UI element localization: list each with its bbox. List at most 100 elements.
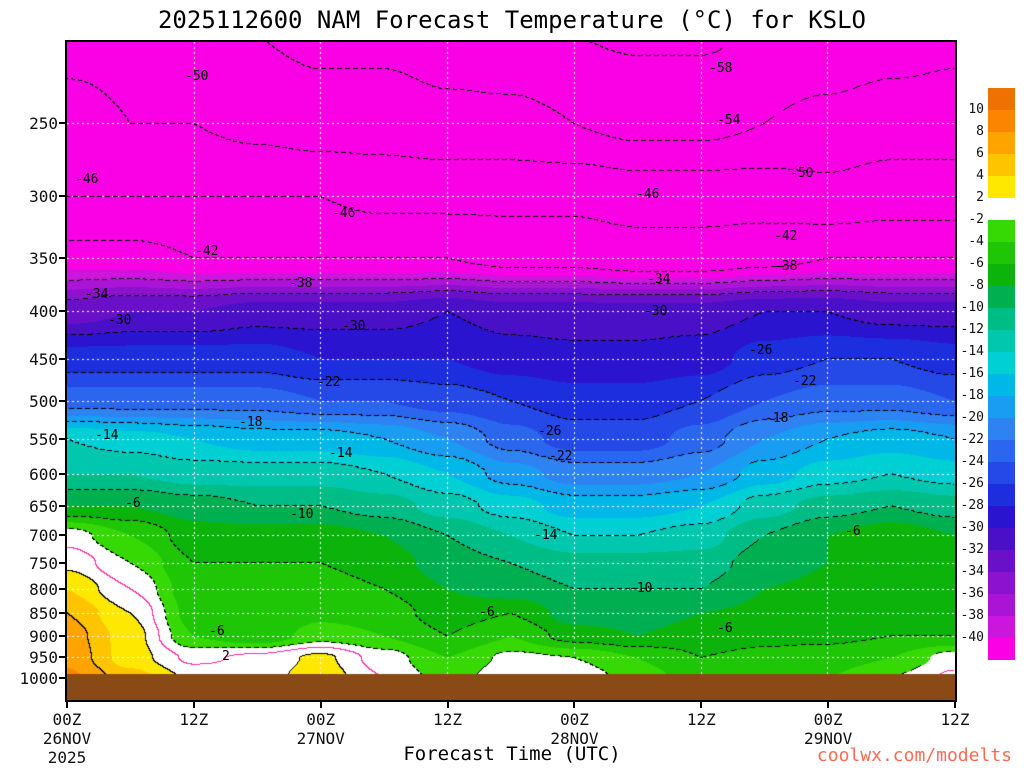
time-tick-line: 2025: [47, 748, 87, 767]
pressure-tick-label: 850: [29, 603, 58, 623]
x-tick-mark: [700, 700, 703, 708]
contour-label: -18: [239, 415, 263, 430]
pressure-tick-label: 950: [29, 648, 58, 668]
colorbar-tick-label: -40: [960, 630, 984, 645]
contour-label: -6: [479, 605, 495, 620]
time-tick-label: 00Z 28NOV: [550, 710, 598, 748]
contour-label: -22: [549, 449, 573, 464]
x-tick-mark: [66, 700, 68, 708]
colorbar-tick-label: -30: [960, 520, 984, 535]
contour-label: -6: [209, 624, 225, 639]
y-tick-mark: [59, 256, 67, 259]
colorbar-tick-label: -36: [960, 586, 984, 601]
colorbar-cell: [988, 176, 1015, 198]
time-tick-label: 00Z 29NOV: [804, 710, 852, 748]
colorbar-cell: [988, 88, 1015, 110]
time-tick-label: 12Z: [433, 710, 462, 729]
colorbar-tick-label: -34: [960, 564, 984, 579]
pressure-tick-label: 1000: [19, 668, 58, 688]
colorbar-cell: [988, 286, 1015, 308]
pressure-tick-label: 750: [29, 553, 58, 573]
colorbar-cell: [988, 462, 1015, 484]
contour-label: -6: [717, 621, 733, 636]
contour-label: -30: [644, 304, 668, 319]
time-tick-label: 12Z: [941, 710, 970, 729]
y-tick-mark: [59, 611, 67, 614]
colorbar-cell: [988, 396, 1015, 418]
colorbar-tick-label: -18: [960, 388, 984, 403]
colorbar-tick-label: 2: [976, 190, 984, 205]
time-tick-line: 00Z: [813, 710, 843, 729]
colorbar-cell: [988, 110, 1015, 132]
colorbar-tick-label: -28: [960, 498, 984, 513]
colorbar-cell: [988, 154, 1015, 176]
colorbar-cell: [988, 550, 1015, 572]
colorbar-tick-label: 8: [976, 124, 984, 139]
time-tick-label: 00Z 26NOV 2025: [43, 710, 91, 767]
colorbar-cell: [988, 616, 1015, 638]
pressure-tick-label: 250: [29, 114, 58, 134]
colorbar-cell: [988, 352, 1015, 374]
colorbar-tick-label: -16: [960, 366, 984, 381]
x-axis-title: Forecast Time (UTC): [403, 743, 621, 765]
time-tick-line: 12Z: [179, 710, 209, 729]
contour-label: 2: [222, 649, 230, 664]
contour-label: -14: [95, 428, 119, 443]
pressure-tick-label: 500: [29, 391, 58, 411]
colorbar-cell: [988, 132, 1015, 154]
contour-label: -30: [342, 319, 366, 334]
contour-label: -26: [538, 424, 562, 439]
time-tick-line: 26NOV: [42, 729, 92, 748]
colorbar-tick-label: -32: [960, 542, 984, 557]
colorbar-cell: [988, 528, 1015, 550]
time-tick-label: 12Z: [179, 710, 208, 729]
contour-label: -18: [765, 411, 789, 426]
contour-label: -14: [534, 528, 558, 543]
temperature-colorbar: [988, 88, 1015, 660]
time-tick-line: 28NOV: [550, 729, 599, 748]
y-tick-mark: [59, 656, 67, 659]
time-tick-line: 29NOV: [804, 729, 853, 748]
pressure-tick-label: 900: [29, 626, 58, 646]
time-tick-label: 12Z: [687, 710, 716, 729]
contour-label: -22: [317, 375, 341, 390]
colorbar-cell: [988, 484, 1015, 506]
contour-label: -38: [289, 276, 313, 291]
contour-label: -34: [647, 272, 671, 287]
contour-label: -58: [709, 61, 733, 76]
contour-label: -42: [195, 244, 219, 259]
x-tick-mark: [319, 700, 322, 708]
pressure-tick-label: 400: [29, 302, 58, 322]
chart-title: 2025112600 NAM Forecast Temperature (°C)…: [157, 6, 866, 34]
colorbar-tick-label: -6: [968, 256, 984, 271]
y-tick-mark: [59, 357, 67, 360]
y-tick-mark: [59, 310, 67, 313]
y-tick-mark: [59, 587, 67, 590]
contour-label: -26: [749, 343, 773, 358]
x-tick-mark: [573, 700, 576, 708]
colorbar-cell: [988, 638, 1015, 660]
time-tick-line: 12Z: [433, 710, 463, 729]
colorbar-tick-label: -22: [960, 432, 984, 447]
pressure-tick-label: 800: [29, 579, 58, 599]
contour-label: -34: [85, 287, 109, 302]
x-tick-mark: [827, 700, 830, 708]
y-tick-mark: [59, 195, 67, 198]
pressure-tick-label: 550: [29, 429, 58, 449]
contour-label: -30: [108, 313, 132, 328]
time-tick-line: 12Z: [686, 710, 716, 729]
colorbar-tick-label: -26: [960, 476, 984, 491]
pressure-tick-label: 600: [29, 464, 58, 484]
colorbar-tick-label: 10: [968, 102, 984, 117]
watermark-link[interactable]: coolwx.com/modelts: [816, 745, 1012, 766]
y-tick-mark: [59, 437, 67, 440]
colorbar-tick-label: -38: [960, 608, 984, 623]
y-tick-mark: [59, 122, 67, 125]
time-tick-label: 00Z 27NOV: [297, 710, 345, 748]
colorbar-tick-label: 6: [976, 146, 984, 161]
contour-label: -54: [717, 113, 741, 128]
colorbar-tick-label: -24: [960, 454, 984, 469]
y-tick-mark: [59, 472, 67, 475]
contour-label: -46: [75, 172, 99, 187]
